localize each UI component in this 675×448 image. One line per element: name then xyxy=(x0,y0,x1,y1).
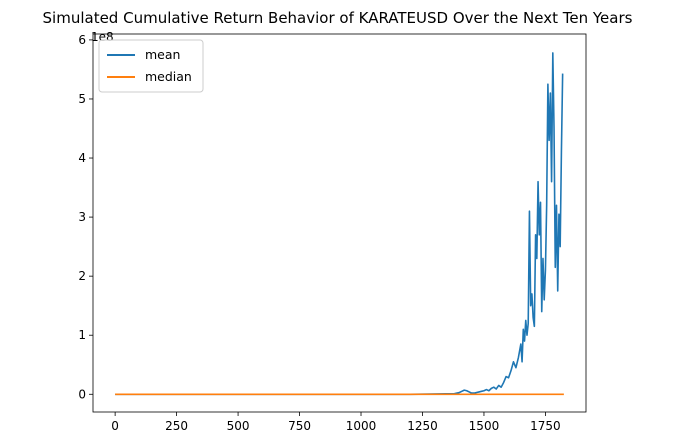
x-tick-label: 750 xyxy=(288,419,311,433)
x-tick-label: 500 xyxy=(227,419,250,433)
plot-area-frame xyxy=(92,33,587,413)
series-layer xyxy=(115,52,564,396)
chart-title: Simulated Cumulative Return Behavior of … xyxy=(43,9,633,27)
y-tick-label: 4 xyxy=(78,151,86,165)
x-tick-label: 1750 xyxy=(530,419,561,433)
y-tick-label: 3 xyxy=(78,210,86,224)
y-tick-label: 5 xyxy=(78,92,86,106)
legend-label-mean: mean xyxy=(145,47,180,62)
y-tick-label: 2 xyxy=(78,269,86,283)
y-tick-label: 0 xyxy=(78,387,86,401)
x-tick-label: 1250 xyxy=(407,419,438,433)
legend-label-median: median xyxy=(145,69,192,84)
legend-box xyxy=(98,39,204,93)
x-tick-label: 1000 xyxy=(346,419,377,433)
series-line-mean xyxy=(115,52,564,396)
ticks-layer: 0 250 500 750 1000 1250 1500 1750 0 1 2 3 4 5 6 xyxy=(78,33,560,433)
x-tick-label: 1500 xyxy=(469,419,500,433)
legend: mean median xyxy=(98,39,204,93)
y-tick-label: 1 xyxy=(78,328,86,342)
x-tick-label: 250 xyxy=(165,419,188,433)
y-tick-label: 6 xyxy=(78,33,86,47)
x-tick-label: 0 xyxy=(111,419,119,433)
